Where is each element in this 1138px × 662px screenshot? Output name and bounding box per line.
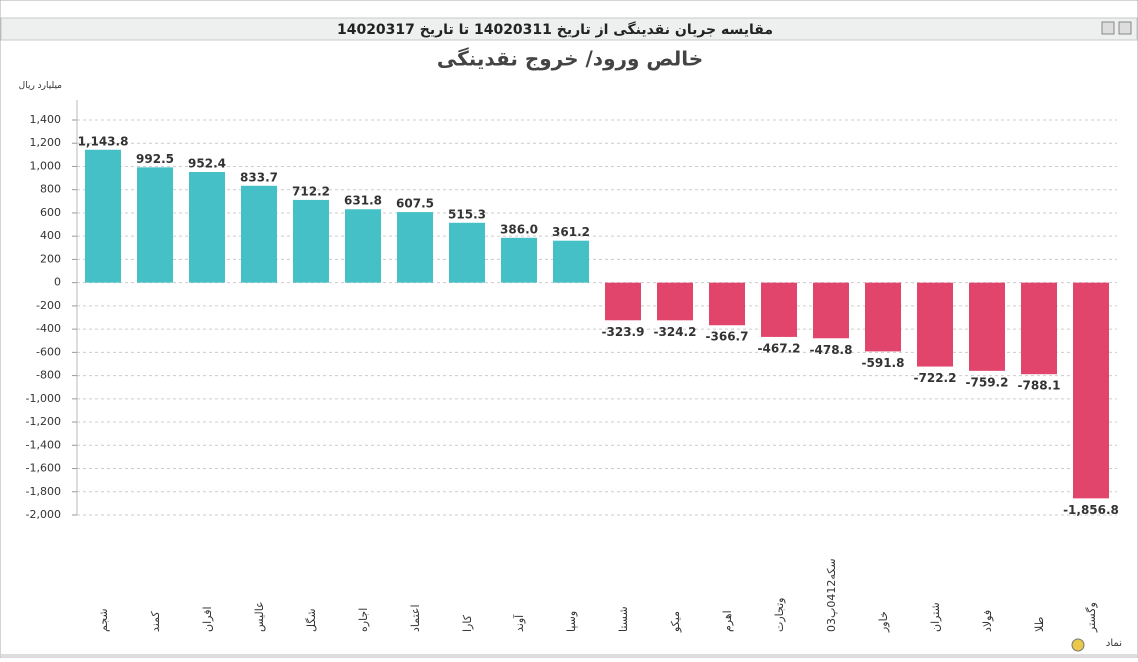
- bar: [293, 199, 329, 283]
- y-tick-label: 600: [40, 206, 61, 219]
- x-tick-label: کارا: [461, 614, 474, 632]
- value-label: 952.4: [188, 157, 226, 171]
- x-tick-label: آوند: [512, 614, 526, 632]
- x-tick-label: فولاد: [981, 610, 994, 632]
- value-label: -366.7: [706, 330, 749, 344]
- chart-title: خالص ورود/ خروج نقدینگی: [437, 47, 703, 71]
- value-label: -323.9: [602, 325, 645, 339]
- bar: [605, 282, 641, 321]
- header-bar: [0, 17, 1138, 41]
- value-label: 712.2: [292, 184, 330, 198]
- x-tick-label: وتجارت: [773, 598, 786, 633]
- value-label: 992.5: [136, 152, 174, 166]
- filter-icon[interactable]: [1071, 638, 1085, 652]
- x-tick-label: اهرم: [721, 610, 734, 632]
- bar: [657, 282, 693, 321]
- value-label: -591.8: [862, 356, 905, 370]
- bar: [137, 167, 173, 283]
- bar: [709, 282, 745, 326]
- value-label: -467.2: [758, 341, 801, 355]
- bar: [1073, 282, 1109, 499]
- value-label: 386.0: [500, 222, 538, 236]
- y-tick-label: 200: [40, 252, 61, 265]
- value-label: -1,856.8: [1063, 503, 1119, 517]
- y-tick-label: 400: [40, 229, 61, 242]
- value-label: 631.8: [344, 194, 382, 208]
- export-icon[interactable]: [1118, 21, 1132, 35]
- value-label: -759.2: [966, 375, 1009, 389]
- x-axis-label: نماد: [1106, 638, 1122, 649]
- y-tick-label: -800: [36, 369, 61, 382]
- x-tick-label: شستا: [617, 606, 630, 632]
- value-label: -478.8: [810, 343, 853, 357]
- value-label: -788.1: [1018, 379, 1061, 393]
- y-tick-label: -1,200: [26, 415, 61, 428]
- y-tick-label: -1,800: [26, 485, 61, 498]
- value-label: 607.5: [396, 197, 434, 211]
- x-tick-label: میکو: [669, 611, 682, 633]
- y-tick-label: -400: [36, 322, 61, 335]
- scrollbar: [1, 654, 1137, 658]
- x-tick-label: شگل: [305, 608, 318, 632]
- y-tick-label: -1,000: [26, 392, 61, 405]
- y-tick-label: 800: [40, 183, 61, 196]
- y-tick-label: -600: [36, 345, 61, 358]
- bar: [969, 282, 1005, 371]
- bar: [85, 149, 121, 283]
- x-tick-label: اعتماد: [409, 604, 422, 632]
- x-tick-label: خاور: [877, 611, 890, 633]
- x-tick-label: افران: [201, 606, 214, 632]
- x-tick-label: شجم: [97, 608, 110, 632]
- x-tick-label: شتران: [929, 602, 942, 632]
- bar: [241, 185, 277, 283]
- x-tick-label: کمند: [149, 611, 162, 632]
- bar: [345, 209, 381, 283]
- bar: [449, 222, 485, 283]
- value-label: 515.3: [448, 207, 486, 221]
- value-label: -324.2: [654, 325, 697, 339]
- x-tick-label: طلا: [1033, 616, 1046, 632]
- bar: [189, 172, 225, 283]
- x-tick-label: وسپا: [565, 611, 578, 632]
- y-tick-label: 0: [54, 276, 61, 289]
- bar: [501, 237, 537, 283]
- bar: [813, 282, 849, 339]
- value-label: 833.7: [240, 170, 278, 184]
- x-tick-label: عالیس: [253, 601, 266, 632]
- y-tick-label: -1,400: [26, 438, 61, 451]
- y-axis-label: میلیارد ریال: [19, 81, 63, 91]
- value-label: -722.2: [914, 371, 957, 385]
- x-tick-label: اجاره: [357, 608, 370, 632]
- bar: [397, 212, 433, 283]
- y-tick-label: -2,000: [26, 508, 61, 521]
- y-tick-label: 1,400: [30, 113, 62, 126]
- header-title: مقایسه جریان نقدینگی از تاریخ 14020311 ت…: [337, 21, 773, 38]
- bar: [865, 282, 901, 352]
- bar: [761, 282, 797, 337]
- bar: [917, 282, 953, 367]
- y-tick-label: -200: [36, 299, 61, 312]
- value-label: 361.2: [552, 225, 590, 239]
- bar: [553, 240, 589, 283]
- x-tick-label: وگستر: [1085, 602, 1098, 633]
- y-tick-label: -1,600: [26, 462, 61, 475]
- print-icon[interactable]: [1101, 21, 1115, 35]
- value-label: 1,143.8: [78, 134, 129, 148]
- x-tick-label: سکه0412پ03: [825, 558, 838, 632]
- y-tick-label: 1,000: [30, 159, 62, 172]
- y-tick-label: 1,200: [30, 136, 62, 149]
- bar: [1021, 282, 1057, 375]
